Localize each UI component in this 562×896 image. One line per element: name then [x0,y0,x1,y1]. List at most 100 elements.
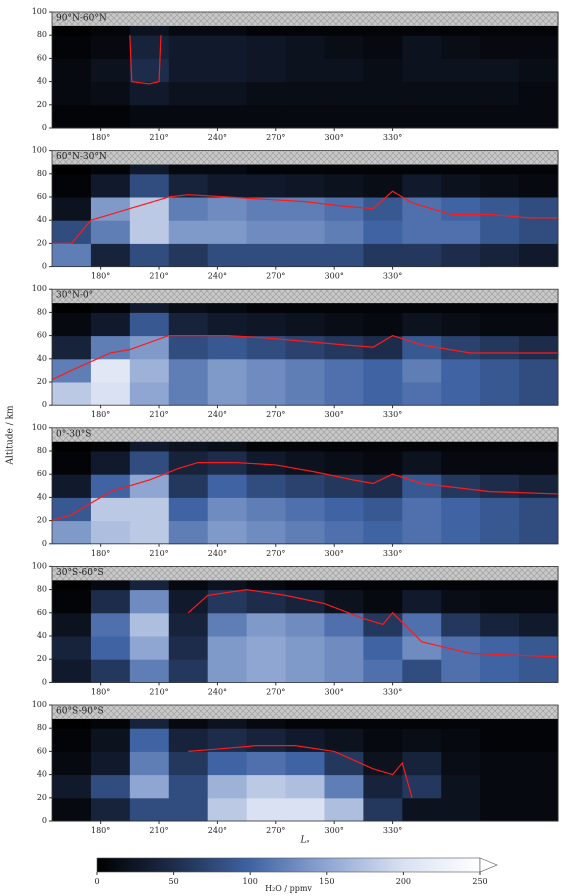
heatmap-cell [402,220,442,244]
heatmap-cell [168,728,209,752]
x-tick-label: 270° [266,410,285,419]
heatmap-cell [246,35,287,59]
heatmap-cell [129,58,170,83]
colorbar-tick-label: 250 [472,877,487,886]
heatmap-cell [480,335,520,360]
y-axis-label: Altitude / km [6,405,16,466]
heatmap-cell [324,451,364,475]
heatmap-cell [207,774,248,799]
y-tick-label: 20 [37,377,47,386]
heatmap-cell [168,243,209,268]
heatmap-cell [285,243,325,268]
colorbar-label: H₂O / ppmv [265,884,312,893]
y-tick-label: 0 [42,400,47,409]
heatmap-cell [324,335,364,360]
heatmap-cell [519,173,559,198]
heatmap-cell [246,589,287,614]
y-tick-label: 60 [37,192,47,201]
heatmap-cell [441,243,481,268]
heatmap-cell [90,35,131,59]
heatmap-cell [207,243,248,268]
heatmap-cell [441,589,481,614]
heatmap-cell [129,474,170,498]
x-tick-label: 210° [149,272,168,281]
heatmap-cell [519,797,559,822]
y-tick-label: 40 [37,354,47,363]
heatmap-cell [285,173,325,198]
heatmap-cell [519,474,559,498]
x-tick-label: 330° [383,549,402,558]
heatmap-cell [480,35,520,59]
heatmap-cell [207,520,248,545]
heatmap-cell [519,520,559,545]
heatmap-cell [52,197,92,221]
y-tick-label: 80 [37,446,47,455]
heatmap-cell [52,520,92,545]
y-tick-label: 40 [37,492,47,501]
heatmap-cell [129,382,170,406]
no-data-region [52,705,558,719]
heatmap-cell [52,35,92,59]
panel-title: 60°S-90°S [56,707,104,717]
heatmap-cell [480,451,520,475]
panel-title: 30°N-0° [56,291,93,301]
heatmap-cell [129,81,170,106]
heatmap-cell [363,104,403,129]
heatmap-cell [90,58,131,83]
x-tick-label: 210° [149,687,168,696]
heatmap-cell [324,728,364,752]
heatmap-cell [285,497,325,522]
x-tick-label: 270° [266,133,285,142]
heatmap-cell [285,220,325,244]
heatmap-cell [441,358,481,383]
heatmap-cell [285,335,325,360]
panel-title: 90°N-60°N [56,14,107,24]
heatmap-cell [324,589,364,614]
heatmap-cell [441,497,481,522]
plot-frame [51,704,559,822]
heatmap-cell [52,335,92,360]
x-axis-label: Lₛ [299,836,309,846]
heatmap-cell [207,636,248,660]
heatmap-cell [168,81,209,106]
heatmap-cell [402,451,442,475]
heatmap-cell [402,104,442,129]
plot-frame [51,150,559,268]
x-tick-label: 300° [325,133,344,142]
x-tick-label: 330° [383,410,402,419]
heatmap-cell [519,774,559,799]
heatmap-cell [90,612,131,637]
x-tick-label: 180° [91,133,110,142]
heatmap-cell [52,474,92,498]
x-tick-label: 210° [149,549,168,558]
heatmap-cell [246,520,287,545]
heatmap-cell [207,728,248,752]
heatmap-cell [363,58,403,83]
heatmap-cell [324,243,364,268]
heatmap-cell [324,197,364,221]
heatmap-cell [441,774,481,799]
contour-line [187,588,559,658]
no-data-region [52,427,558,442]
x-tick-label: 270° [266,272,285,281]
x-tick-label: 330° [383,272,402,281]
plot-frame [51,11,559,129]
heatmap-cell [363,497,403,522]
heatmap-cell [129,659,170,683]
heatmap-cell [480,220,520,244]
y-tick-label: 40 [37,770,47,779]
heatmap-cell [207,659,248,683]
heatmap-cell [441,612,481,637]
heatmap-cell [207,382,248,406]
y-tick-label: 80 [37,307,47,316]
heatmap-cell [168,58,209,83]
heatmap-cell [480,659,520,683]
heatmap-cell [129,612,170,637]
heatmap-cell [519,636,559,660]
heatmap-cell [285,728,325,752]
heatmap-cell [52,751,92,776]
heatmap-cell [246,312,287,337]
heatmap-cell [90,81,131,106]
heatmap-cell [441,659,481,683]
x-tick-label: 300° [325,687,344,696]
